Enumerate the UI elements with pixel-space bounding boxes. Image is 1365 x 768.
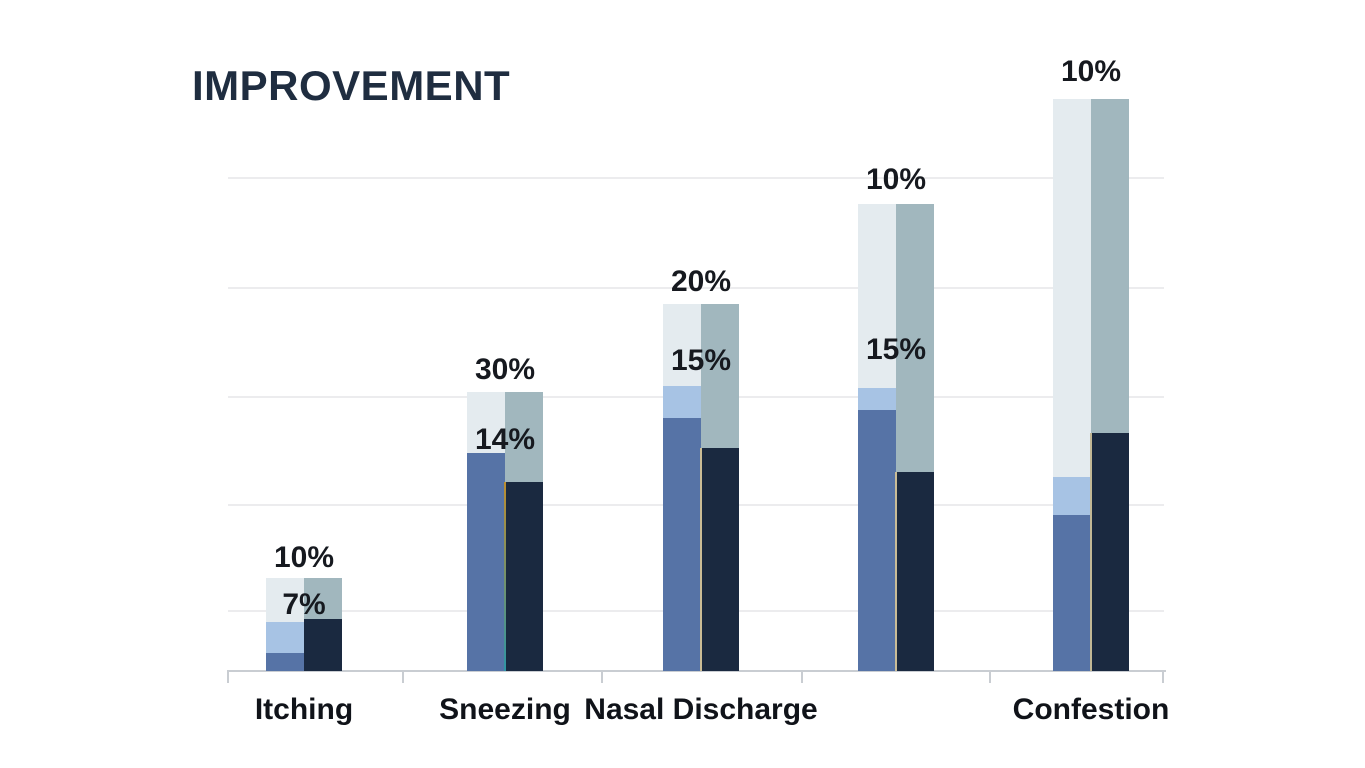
bar-segment-blue <box>663 418 701 671</box>
value-label-inner: 7% <box>282 588 326 621</box>
bar-pair-seam <box>895 472 897 671</box>
x-axis-tick <box>989 670 991 683</box>
bar-segment-lightgray <box>663 304 701 386</box>
right-bar-unlabeled <box>896 204 934 671</box>
bar-segment-lightgray <box>1053 99 1091 477</box>
bar-segment-blue <box>858 410 896 671</box>
category-label: Nasal Discharge <box>584 693 818 726</box>
value-label-above-bar: 10% <box>1060 55 1122 88</box>
bar-segment-blue <box>467 453 505 671</box>
bar-segment-sage <box>505 392 543 482</box>
right-bar-nasal-discharge <box>701 304 739 671</box>
bar-segment-navy <box>1091 433 1129 671</box>
category-label: Sneezing <box>439 693 571 726</box>
x-axis-tick <box>601 670 603 683</box>
right-bar-itching <box>304 578 342 671</box>
bar-segment-lightgray <box>467 392 505 453</box>
bar-segment-sage <box>701 304 739 448</box>
value-label-inner: 15% <box>865 333 927 366</box>
category-label: Itching <box>254 693 354 726</box>
bar-segment-navy <box>304 619 342 671</box>
bar-pair-seam <box>700 448 702 671</box>
bar-segment-navy <box>701 448 739 671</box>
bar-segment-sage <box>304 578 342 619</box>
gridline <box>228 177 1164 179</box>
value-label-above-bar: 30% <box>474 353 536 386</box>
bar-segment-sage <box>896 204 934 472</box>
x-axis-tick <box>801 670 803 683</box>
bar-segment-lightgray <box>858 204 896 388</box>
x-axis-tick <box>1162 670 1164 683</box>
bar-segment-blue <box>266 653 304 671</box>
value-label-above-bar: 10% <box>273 541 335 574</box>
bar-segment-lightgray <box>266 578 304 622</box>
left-bar-nasal-discharge <box>663 304 701 671</box>
x-axis-tick <box>402 670 404 683</box>
bar-segment-lightblue <box>1053 477 1091 515</box>
x-axis-line <box>228 670 1166 672</box>
bar-segment-navy <box>505 482 543 671</box>
left-bar-sneezing <box>467 392 505 671</box>
bar-segment-lightblue <box>663 386 701 418</box>
x-axis-tick <box>227 670 229 683</box>
right-bar-confestion <box>1091 99 1129 671</box>
left-bar-confestion <box>1053 99 1091 671</box>
value-label-inner: 15% <box>670 344 732 377</box>
bar-pair-seam <box>504 482 506 671</box>
right-bar-sneezing <box>505 392 543 671</box>
chart-title: IMPROVEMENT <box>192 62 511 109</box>
bar-segment-blue <box>1053 515 1091 671</box>
category-label: Confestion <box>1012 693 1170 726</box>
value-label-above-bar: 10% <box>865 163 927 196</box>
bar-segment-lightblue <box>266 622 304 653</box>
value-label-inner: 14% <box>474 423 536 456</box>
bar-segment-lightblue <box>858 388 896 410</box>
gridline <box>228 287 1164 289</box>
bar-segment-navy <box>896 472 934 671</box>
left-bar-itching <box>266 578 304 671</box>
bar-pair-seam <box>1090 433 1092 671</box>
bar-segment-sage <box>1091 99 1129 433</box>
value-label-above-bar: 20% <box>670 265 732 298</box>
left-bar-unlabeled <box>858 204 896 671</box>
